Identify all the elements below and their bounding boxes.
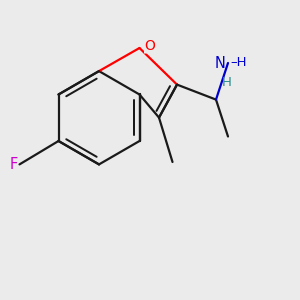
Text: N: N: [215, 56, 226, 70]
Text: O: O: [144, 40, 155, 53]
Text: –H: –H: [230, 56, 247, 70]
Text: H: H: [222, 76, 231, 89]
Text: F: F: [10, 157, 18, 172]
